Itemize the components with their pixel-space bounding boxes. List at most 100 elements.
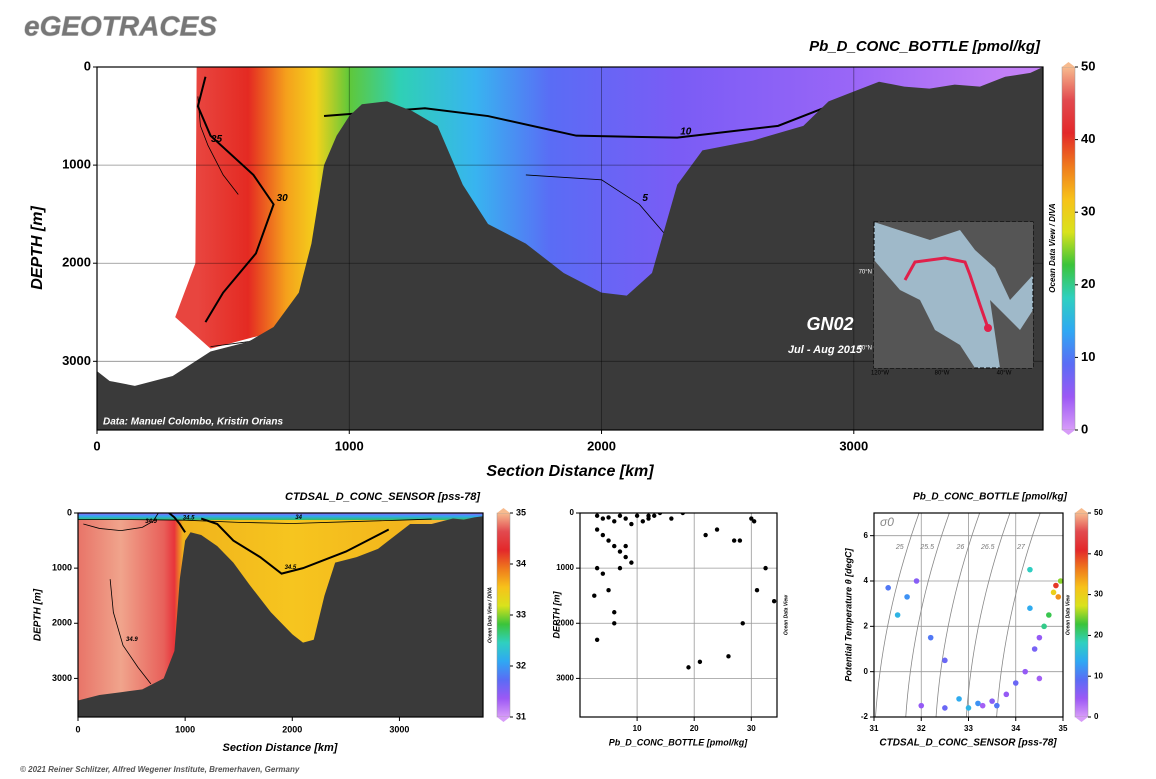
colorbar-cap [497,508,510,513]
data-point [640,519,646,524]
data-point [600,532,606,538]
data-point [731,538,737,543]
cruise-track [903,256,990,329]
isopycnal [905,513,950,717]
y-tick-label: 0 [84,58,91,73]
data-point [1050,589,1057,596]
data-point [600,571,606,576]
data-point [629,521,634,527]
y-tick-label: 1000 [52,563,72,573]
y-axis-label: DEPTH [m] [33,588,44,641]
data-point [927,634,934,641]
x-axis-label: CTDSAL_D_CONC_SENSOR [pss-78] [879,738,1057,749]
isopycnal-label: 26 [955,544,964,551]
isopycnal [935,513,981,717]
contour-label: 34 [295,515,302,521]
data-point [646,513,651,518]
side-label: Ocean Data View / DIVA [1048,203,1057,293]
colorbar [496,512,511,718]
map-lon-label: 80°W [935,371,950,377]
x-tick-label: 0 [93,438,100,453]
plot-frame [579,512,778,718]
data-point [1027,605,1033,611]
data-point [634,513,640,518]
data-point [1036,675,1043,682]
isopycnal [875,513,920,717]
data-point [885,585,891,591]
data-point [606,538,611,543]
isopycnal-label: 26.5 [980,544,995,551]
y-tick-label: 2 [864,621,869,630]
isopycnal [996,513,1041,717]
data-point [771,599,777,604]
colorbar-tick-label: 20 [1094,631,1103,640]
data-point [904,594,910,600]
data-point [1027,566,1033,573]
contour-label: 34.5 [285,565,297,571]
data-point [594,565,600,571]
colorbar-tick-label: 32 [516,660,526,670]
data-point [763,565,768,571]
x-tick-label: 1000 [175,724,195,734]
y-tick-label: 3000 [556,674,574,683]
bathymetry [78,516,483,717]
header: eGEOTRACES [24,10,217,41]
map-lon-label: 40°W [997,371,1012,377]
map-inset: 70°N 60°N 120°W 80°W 40°W [859,221,1034,377]
data-point [740,621,745,626]
data-point [754,587,760,593]
x-tick-label: 20 [690,724,699,733]
y-tick-label: 0 [67,507,72,517]
contour-line [197,96,239,195]
data-point [623,516,628,521]
colorbar-tick-label: 50 [1081,58,1095,73]
colorbar-tick-label: 50 [1094,508,1103,517]
data-point [612,543,617,549]
credit: Data: Manuel Colombo, Kristin Orians [103,417,283,428]
contour-line [323,85,880,139]
y-tick-label: 2000 [556,618,574,627]
y-axis-label: DEPTH [m] [29,206,46,290]
sigma-label: σ0 [880,515,894,529]
x-axis-label: Pb_D_CONC_BOTTLE [pmol/kg] [609,737,749,747]
isopycnal-label: 25.5 [919,544,934,551]
colorbar-tick-label: 40 [1081,131,1095,146]
y-axis-label: Potential Temperature θ [degC] [843,547,853,681]
y-tick-label: 3000 [62,353,91,368]
plot-area: 353025105 [97,67,1043,430]
x-axis-label: Section Distance [km] [486,463,654,480]
y-tick-label: 2000 [52,618,72,628]
footer: © 2021 Reiner Schlitzer, Alfred Wegener … [20,765,300,774]
plot-frame [77,512,484,718]
data-point [669,516,674,521]
data-point [1057,578,1063,584]
colorbar-tick-label: 30 [1094,590,1103,599]
x-axis-label: Section Distance [km] [223,742,338,754]
data-point [617,513,623,518]
side-label: Ocean Data View / DIVA [487,587,493,643]
contour-line [168,513,186,533]
data-point [703,532,708,538]
data-point [913,578,920,584]
contour-line [196,76,275,323]
annotation: Jul - Aug 2015 [788,344,863,356]
data-point [1055,594,1062,600]
x-tick-label: 33 [964,724,973,733]
x-tick-label: 2000 [282,724,302,734]
x-tick-label: 32 [917,724,926,733]
data-point [612,610,617,615]
bathymetry [97,67,1043,430]
plot-frame [96,66,1044,431]
data-point [617,565,623,571]
y-tick-label: 1000 [556,563,574,572]
data-point [606,587,611,593]
colorbar-tick-label: 34 [516,558,526,568]
data-point [956,696,962,702]
contour-line [109,579,152,685]
colorbar-tick-label: 10 [1094,671,1103,680]
colorbar-cap [497,717,510,722]
x-tick-label: 3000 [839,438,868,453]
data-point [600,516,606,521]
data-point [1012,680,1019,686]
data-point [1003,691,1010,698]
